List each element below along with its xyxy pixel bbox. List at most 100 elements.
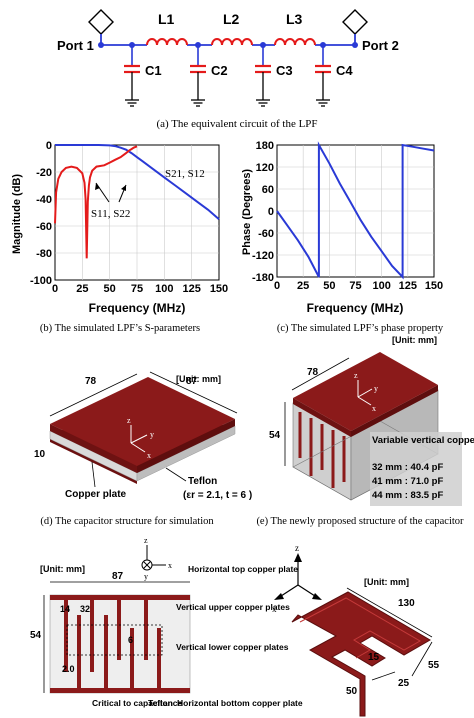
phase-xtick-label: 75 [349, 280, 361, 292]
sparam-chart: 0 25 50 75 100 125 150 0 -20 -40 -60 -80 -100 Magnit… [11, 140, 228, 315]
sparam-ytick-label: 0 [46, 140, 52, 152]
sparam-xtick-label: 125 [182, 283, 200, 295]
phase-lines [276, 141, 435, 280]
cross-unit: [Unit: mm] [40, 564, 85, 574]
phase-chart: 0 25 50 75 100 125 150 180 120 60 0 -60 -120 -180 Pha… [241, 140, 443, 315]
cap-new-variable-label: Variable vertical copper plates [372, 435, 474, 446]
axis-z-f: z [144, 536, 148, 545]
sparam-xtick-label: 25 [76, 283, 88, 295]
axis-x-g: x [272, 604, 277, 614]
phase-ytick-label: 120 [256, 162, 274, 174]
sparam-grid [55, 145, 219, 280]
phase-ytick-label: -60 [258, 228, 274, 240]
phase-ytick-label: 180 [256, 140, 274, 152]
phase-ytick-label: -120 [252, 250, 274, 262]
cross-critical: Critical to capacitance [92, 698, 183, 708]
cross-horiz-top: Horizontal top copper plate [188, 564, 298, 574]
phase-ytick-label: 0 [268, 206, 274, 218]
cap-c1-label: C1 [145, 63, 162, 78]
inductor-l1-label: L1 [158, 11, 175, 27]
cap-c4-label: C4 [336, 63, 353, 78]
sparam-ytick-label: -60 [36, 221, 52, 233]
axis-z: z [127, 416, 131, 425]
inductor-l2 [211, 38, 253, 46]
cross-dim-87: 87 [112, 571, 124, 582]
sparam-ticks: 0 25 50 75 100 125 150 0 -20 -40 -60 -80 -100 [30, 140, 228, 295]
cap-sim-teflon: Teflon [188, 476, 217, 487]
axis-z-g: z [295, 543, 299, 553]
caption-d: (d) The capacitor structure for simulati… [40, 516, 214, 527]
cap-sim-dim-87: 87 [186, 376, 198, 387]
cap-sim-dim-78: 78 [85, 376, 97, 387]
inductor-l2-label: L2 [223, 11, 240, 27]
cap-c1 [124, 42, 140, 107]
sparam-xtick-label: 150 [210, 283, 228, 295]
cross-vert-upper: Vertical upper copper plates [176, 602, 290, 612]
cap-new-dim-78: 78 [307, 367, 319, 378]
inductor-l3-label: L3 [286, 11, 303, 27]
axis-z-e: z [354, 371, 358, 380]
phase-xtick-label: 0 [274, 280, 280, 292]
sparam-ytick-label: -100 [30, 275, 52, 287]
sparam-lines [54, 144, 220, 259]
cap-new-value-0: 32 mm : 40.4 pF [372, 462, 443, 473]
sparam-xtick-label: 50 [104, 283, 116, 295]
inductor-dim-55: 55 [428, 660, 440, 671]
inductor-l1 [146, 38, 188, 46]
inductor-dim-50: 50 [346, 686, 358, 697]
axis-y: y [150, 430, 154, 439]
cap-c2 [190, 42, 206, 107]
port1-label: Port 1 [57, 38, 94, 53]
inductor-3d-figure: z x y [Unit: mm] 130 15 25 55 50 [272, 543, 440, 717]
caption-e: (e) The newly proposed structure of the … [256, 516, 464, 527]
sparam-xtick-label: 75 [131, 283, 143, 295]
inductor-dim-130: 130 [398, 598, 415, 609]
cap-new-figure: [Unit: mm] z y x 78 54 Variable vertical… [269, 335, 474, 506]
cross-dim-54: 54 [30, 630, 42, 641]
cap-sim-top-plate [50, 377, 235, 466]
cross-dim-6: 6 [128, 635, 133, 645]
cap-new-unit: [Unit: mm] [392, 335, 437, 345]
phase-xtick-label: 100 [372, 280, 390, 292]
axis-y-f: y [144, 572, 148, 581]
cap-sim-figure: [Unit: mm] z y x 78 87 10 Teflon (εr = 2… [34, 371, 252, 501]
cross-dim-2: 2.0 [62, 664, 75, 674]
sparam-ytick-label: -80 [36, 248, 52, 260]
cap-new-value-1: 41 mm : 71.0 pF [372, 476, 443, 487]
port2-label: Port 2 [362, 38, 399, 53]
cap-c3 [255, 42, 271, 107]
axis-x-f: x [168, 561, 172, 570]
cross-section-figure: z x y [Unit: mm] 87 54 14 32 6 2.0 Horiz… [30, 536, 303, 708]
port1-diamond [88, 9, 114, 35]
cap-new-value-2: 44 mm : 83.5 pF [372, 490, 443, 501]
phase-ticks: 0 25 50 75 100 125 150 180 120 60 0 -60 -120 -180 [252, 140, 443, 292]
phase-ytick-label: 60 [262, 184, 274, 196]
cap-sim-teflon-params: (εr = 2.1, t = 6 ) [183, 490, 252, 501]
axis-x: x [147, 451, 151, 460]
cap-new-top-plate [293, 352, 438, 431]
cross-vert-lower: Vertical lower copper plates [176, 642, 289, 652]
sparam-ytick-label: -40 [36, 194, 52, 206]
cross-horiz-bottom: Horizontal bottom copper plate [177, 698, 303, 708]
sparam-xtick-label: 0 [52, 283, 58, 295]
sparam-ylabel: Magnitude (dB) [11, 174, 23, 254]
cross-dim-14: 14 [60, 604, 70, 614]
inductor-dim-25: 25 [398, 678, 410, 689]
sparam-s21-label: S21, S12 [165, 168, 205, 180]
inductor-unit: [Unit: mm] [364, 577, 409, 587]
sparam-xlabel: Frequency (MHz) [89, 301, 186, 315]
inductor-ribbon [291, 591, 431, 717]
cap-new-dim-54: 54 [269, 430, 281, 441]
cross-dim-32: 32 [80, 604, 90, 614]
phase-xtick-label: 150 [425, 280, 443, 292]
sparam-ytick-label: -20 [36, 167, 52, 179]
phase-xtick-label: 25 [297, 280, 309, 292]
cap-c2-label: C2 [211, 63, 228, 78]
port2-diamond [342, 9, 368, 35]
inductor-l3 [274, 38, 316, 46]
phase-series-0-line [276, 141, 435, 280]
caption-c: (c) The simulated LPF’s phase property [277, 323, 444, 334]
phase-xtick-label: 125 [399, 280, 417, 292]
axis-y-e: y [374, 384, 378, 393]
cap-c3-label: C3 [276, 63, 293, 78]
